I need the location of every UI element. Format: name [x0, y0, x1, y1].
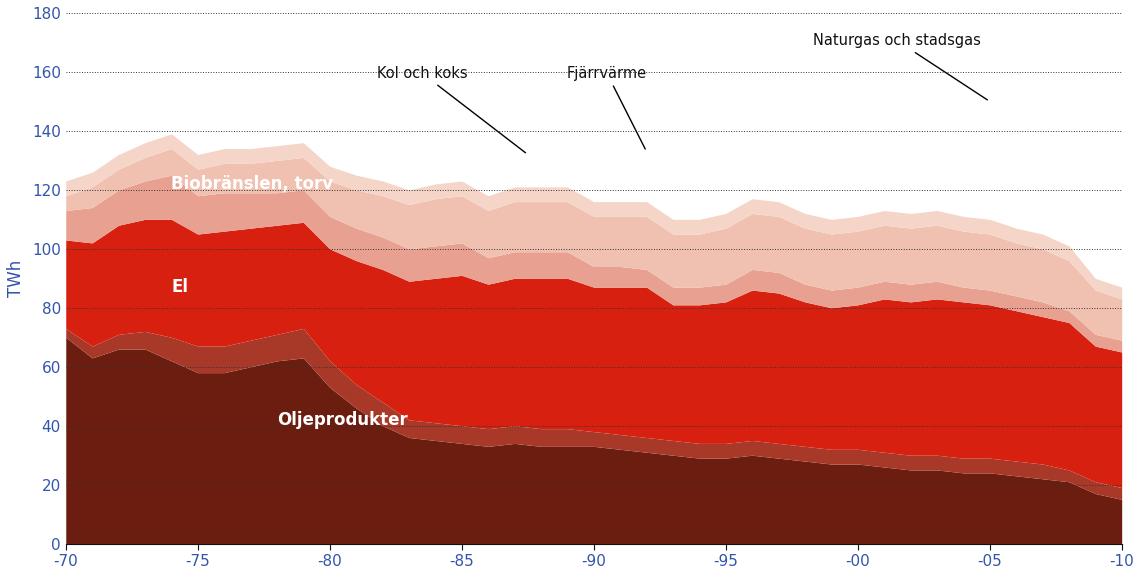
Text: Fjärrvärme: Fjärrvärme [567, 66, 647, 149]
Text: Oljeprodukter: Oljeprodukter [277, 411, 407, 429]
Y-axis label: TWh: TWh [7, 260, 25, 297]
Text: El: El [171, 278, 188, 296]
Text: Biobränslen, torv: Biobränslen, torv [171, 175, 333, 193]
Text: Naturgas och stadsgas: Naturgas och stadsgas [814, 33, 987, 100]
Text: Kol och koks: Kol och koks [377, 66, 526, 153]
